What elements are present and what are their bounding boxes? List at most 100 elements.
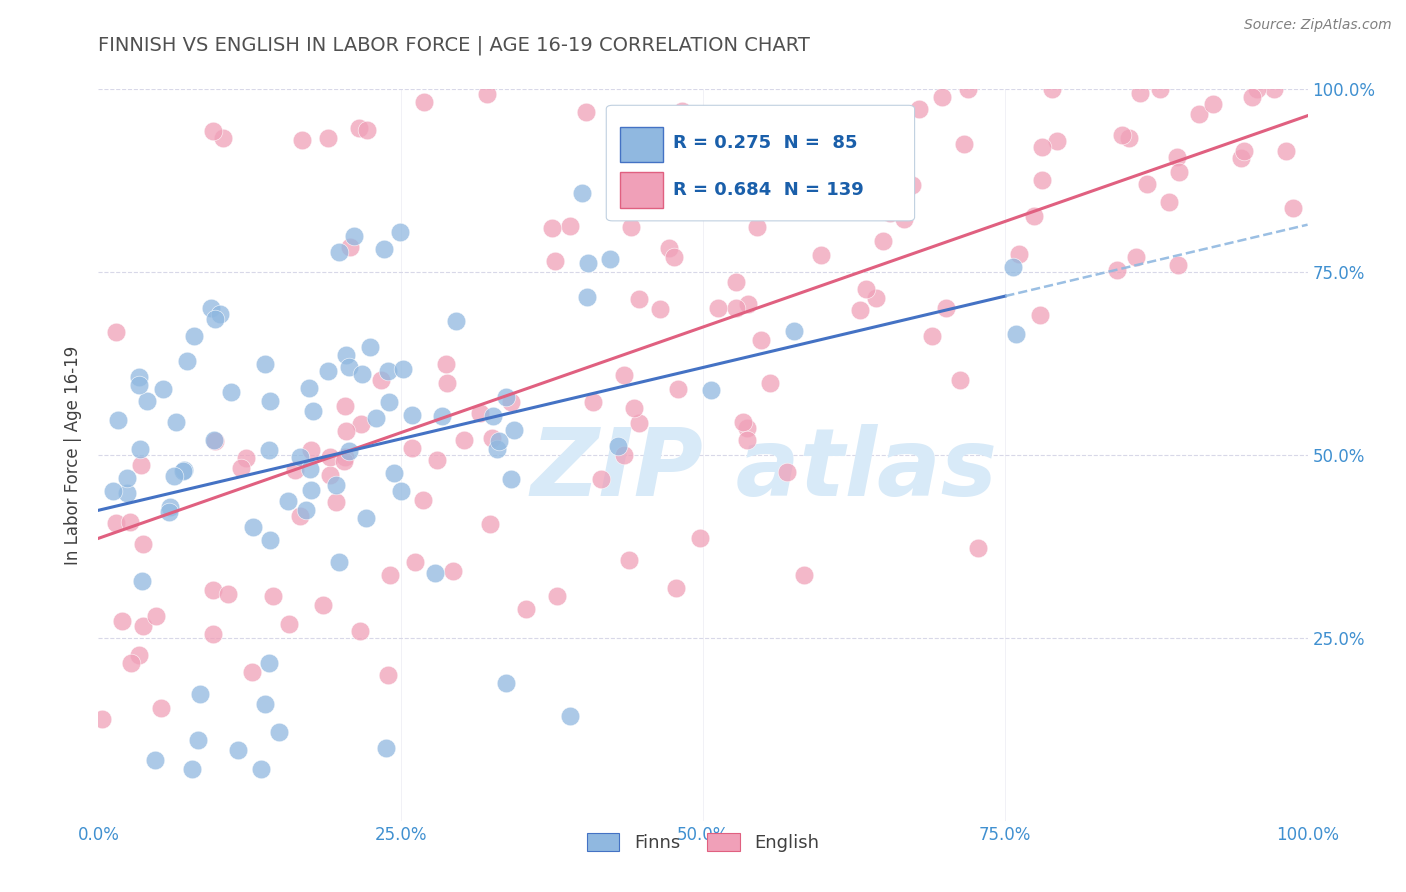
Point bbox=[389, 226, 412, 240]
Point bbox=[740, 160, 762, 174]
Point bbox=[318, 468, 340, 483]
Point bbox=[328, 245, 350, 260]
Point bbox=[356, 511, 378, 525]
Point bbox=[441, 564, 464, 578]
Point bbox=[485, 442, 508, 457]
Point bbox=[259, 394, 281, 409]
Point bbox=[1107, 263, 1129, 277]
Point bbox=[288, 450, 311, 464]
Point bbox=[328, 556, 350, 570]
Point bbox=[664, 250, 686, 264]
Point bbox=[432, 409, 454, 423]
Text: R = 0.684  N = 139: R = 0.684 N = 139 bbox=[672, 181, 863, 199]
Point bbox=[259, 533, 281, 547]
Point bbox=[425, 453, 447, 467]
Point bbox=[204, 311, 226, 326]
Point bbox=[132, 619, 155, 633]
Point bbox=[392, 362, 415, 376]
Point bbox=[200, 301, 222, 315]
Point bbox=[1240, 90, 1263, 104]
Point bbox=[316, 131, 339, 145]
Point bbox=[347, 120, 370, 135]
Point bbox=[849, 303, 872, 318]
Point bbox=[468, 406, 491, 420]
Point bbox=[865, 291, 887, 305]
Point bbox=[671, 103, 693, 118]
Point bbox=[240, 665, 263, 679]
Point bbox=[267, 725, 290, 739]
Point bbox=[711, 122, 734, 136]
Point bbox=[325, 478, 347, 492]
Point bbox=[349, 624, 371, 638]
Point bbox=[931, 90, 953, 104]
Point bbox=[350, 417, 373, 431]
Point bbox=[115, 486, 138, 500]
Point bbox=[1028, 308, 1050, 322]
Point bbox=[1168, 164, 1191, 178]
Point bbox=[731, 416, 754, 430]
Point bbox=[302, 404, 325, 418]
Point bbox=[543, 253, 565, 268]
Point bbox=[957, 82, 980, 96]
Point bbox=[377, 364, 399, 378]
Point bbox=[319, 450, 342, 465]
Point bbox=[316, 364, 339, 378]
Point bbox=[666, 383, 689, 397]
Point bbox=[724, 301, 747, 315]
Point bbox=[893, 211, 915, 226]
Point bbox=[412, 493, 434, 508]
Text: FINNISH VS ENGLISH IN LABOR FORCE | AGE 16-19 CORRELATION CHART: FINNISH VS ENGLISH IN LABOR FORCE | AGE … bbox=[98, 36, 810, 55]
Point bbox=[478, 516, 501, 531]
Point bbox=[312, 598, 335, 612]
Point bbox=[339, 240, 361, 254]
Point bbox=[620, 128, 643, 142]
Point bbox=[793, 567, 815, 582]
Y-axis label: In Labor Force | Age 16-19: In Labor Force | Age 16-19 bbox=[65, 345, 83, 565]
Point bbox=[401, 408, 423, 422]
Point bbox=[325, 495, 347, 509]
Point bbox=[1046, 134, 1069, 148]
Point bbox=[183, 329, 205, 343]
Point bbox=[589, 472, 612, 486]
FancyBboxPatch shape bbox=[620, 127, 664, 162]
Point bbox=[120, 515, 142, 529]
Point bbox=[299, 462, 322, 476]
Point bbox=[503, 423, 526, 437]
Point bbox=[759, 376, 782, 390]
Point bbox=[541, 221, 564, 235]
Point bbox=[495, 676, 517, 690]
Point bbox=[294, 502, 316, 516]
Point bbox=[1233, 144, 1256, 158]
Point bbox=[495, 390, 517, 404]
Point bbox=[219, 384, 242, 399]
Point bbox=[373, 243, 395, 257]
Point bbox=[375, 741, 398, 756]
Point bbox=[163, 469, 186, 483]
Point bbox=[128, 377, 150, 392]
Point bbox=[444, 313, 467, 327]
Point bbox=[576, 256, 599, 270]
Point bbox=[277, 617, 299, 632]
Point bbox=[337, 443, 360, 458]
Point bbox=[1167, 258, 1189, 272]
Point bbox=[204, 434, 226, 448]
Point bbox=[129, 442, 152, 456]
Point bbox=[301, 442, 323, 457]
Point bbox=[475, 87, 498, 102]
Point bbox=[242, 520, 264, 534]
Point bbox=[783, 324, 806, 338]
Point bbox=[149, 701, 172, 715]
Point bbox=[745, 220, 768, 235]
Point bbox=[1149, 82, 1171, 96]
Point bbox=[967, 541, 990, 555]
Point bbox=[953, 136, 976, 151]
Point bbox=[90, 712, 112, 726]
Point bbox=[613, 448, 636, 462]
Point bbox=[737, 297, 759, 311]
Point bbox=[404, 555, 426, 569]
Point bbox=[707, 301, 730, 315]
Point bbox=[131, 574, 153, 588]
Point bbox=[546, 589, 568, 603]
Point bbox=[208, 307, 231, 321]
Point bbox=[628, 293, 651, 307]
